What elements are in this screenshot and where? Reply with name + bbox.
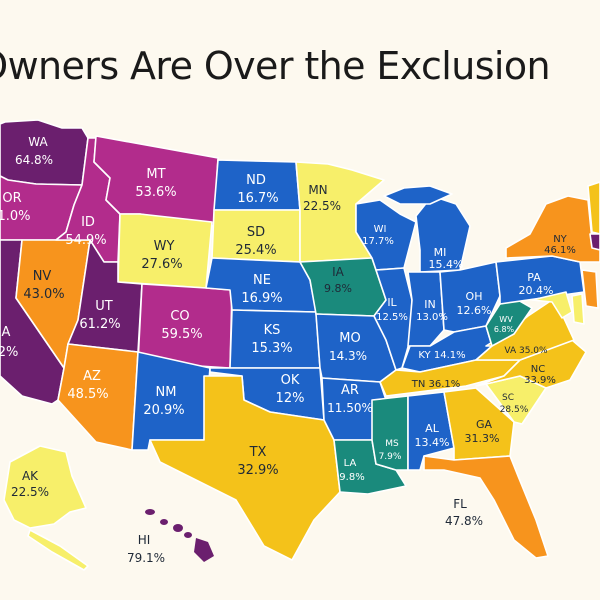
label-ar-value: 11.50% [327, 401, 373, 415]
label-mn-value: 22.5% [303, 199, 341, 213]
label-ms-abbr: MS [385, 439, 399, 449]
label-ny-abbr: NY [553, 234, 567, 245]
label-or-value: 1.0% [0, 209, 31, 224]
label-co-value: 59.5% [161, 327, 202, 342]
label-ms-value: 7.9% [379, 452, 402, 462]
label-az-abbr: AZ [83, 369, 101, 384]
label-ak-abbr: AK [22, 469, 39, 483]
label-or-abbr: OR [2, 191, 21, 206]
label-tn: TN 36.1% [411, 379, 461, 390]
label-ok-value: 12% [276, 391, 305, 406]
label-nc-abbr: NC [531, 364, 545, 375]
map-title: e Owners Are Over the Exclusion [0, 44, 551, 88]
state-ak[interactable] [3, 445, 87, 529]
label-mt-abbr: MT [146, 167, 165, 182]
label-co-abbr: CO [170, 309, 189, 324]
label-sd-value: 25.4% [235, 243, 276, 258]
label-ia-value: 9.8% [324, 282, 352, 295]
label-il-abbr: IL [387, 296, 397, 309]
label-al-abbr: AL [425, 422, 440, 435]
label-fl-abbr: FL [453, 497, 467, 511]
label-wv-value: 6.8% [494, 325, 515, 334]
label-hi-abbr: HI [138, 533, 151, 547]
state-md[interactable] [531, 291, 573, 319]
label-id-abbr: ID [81, 215, 95, 230]
label-ne-value: 16.9% [241, 291, 282, 306]
label-ga-abbr: GA [476, 418, 493, 431]
label-sd-abbr: SD [247, 225, 265, 240]
label-wa-value: 64.8% [15, 153, 53, 167]
label-ar-abbr: AR [341, 383, 359, 398]
label-oh-value: 12.6% [457, 304, 492, 317]
label-mi-value: 15.4% [429, 258, 464, 271]
label-nd-abbr: ND [246, 173, 266, 188]
label-wa-abbr: WA [28, 135, 48, 149]
label-ks-value: 15.3% [251, 341, 292, 356]
label-la-value: 9.8% [339, 472, 364, 483]
label-wy-abbr: WY [154, 239, 175, 254]
state-ks[interactable] [229, 309, 321, 369]
label-mn-abbr: MN [308, 183, 327, 197]
label-id-value: 54.9% [65, 233, 106, 248]
label-wi-abbr: WI [374, 224, 387, 235]
label-il-value: 12.5% [376, 312, 408, 323]
state-nm[interactable] [131, 351, 211, 451]
label-in-value: 13.0% [416, 312, 448, 323]
label-sc-abbr: SC [502, 393, 514, 403]
label-wi-value: 17.7% [362, 236, 394, 247]
state-tx[interactable] [149, 375, 341, 561]
label-fl-value: 47.8% [445, 514, 483, 528]
label-hi-value: 79.1% [127, 551, 165, 565]
label-ks-abbr: KS [264, 323, 281, 338]
label-mi-abbr: MI [434, 246, 447, 259]
label-mo-abbr: MO [339, 331, 360, 346]
label-mt-value: 53.6% [135, 185, 176, 200]
state-hi[interactable] [145, 509, 214, 562]
label-az-value: 48.5% [67, 387, 108, 402]
label-sc-value: 28.5% [500, 405, 529, 415]
state-fl[interactable] [423, 455, 549, 559]
state-vt-nh[interactable] [587, 181, 600, 235]
label-pa-abbr: PA [527, 271, 541, 284]
label-wv-abbr: WV [499, 315, 513, 324]
label-va: VA 35.0% [504, 346, 548, 356]
label-tx-abbr: TX [249, 445, 267, 460]
label-ky: KY 14.1% [418, 350, 465, 361]
label-nm-value: 20.9% [143, 403, 184, 418]
label-in-abbr: IN [424, 298, 435, 311]
label-ia-abbr: IA [332, 265, 345, 279]
state-ak-chain[interactable] [27, 529, 89, 571]
state-ct-ri[interactable] [589, 233, 600, 251]
label-wy-value: 27.6% [141, 257, 182, 272]
label-ak-value: 22.5% [11, 485, 49, 499]
label-la-abbr: LA [344, 458, 357, 469]
state-mi-up[interactable] [383, 185, 453, 205]
label-nv-value: 43.0% [23, 287, 64, 302]
label-oh-abbr: OH [466, 290, 483, 303]
label-ny-value: 46.1% [544, 245, 576, 256]
state-il[interactable] [373, 267, 413, 371]
label-nd-value: 16.7% [237, 191, 278, 206]
state-nj[interactable] [581, 269, 599, 309]
label-nv-abbr: NV [33, 269, 52, 284]
label-mo-value: 14.3% [329, 349, 367, 363]
label-nm-abbr: NM [156, 385, 177, 400]
label-ut-value: 61.2% [79, 317, 120, 332]
label-ut-abbr: UT [95, 299, 113, 314]
label-tx-value: 32.9% [237, 463, 278, 478]
label-pa-value: 20.4% [519, 284, 554, 297]
label-ne-abbr: NE [253, 273, 271, 288]
label-ca-value: 2% [0, 345, 18, 360]
label-nc-value: 33.9% [524, 375, 556, 386]
state-oh[interactable] [439, 261, 501, 333]
label-ok-abbr: OK [281, 373, 300, 388]
state-nc[interactable] [475, 339, 587, 389]
label-ca-abbr: A [2, 325, 11, 340]
state-de[interactable] [571, 293, 585, 325]
label-ga-value: 31.3% [465, 432, 500, 445]
label-al-value: 13.4% [415, 436, 450, 449]
